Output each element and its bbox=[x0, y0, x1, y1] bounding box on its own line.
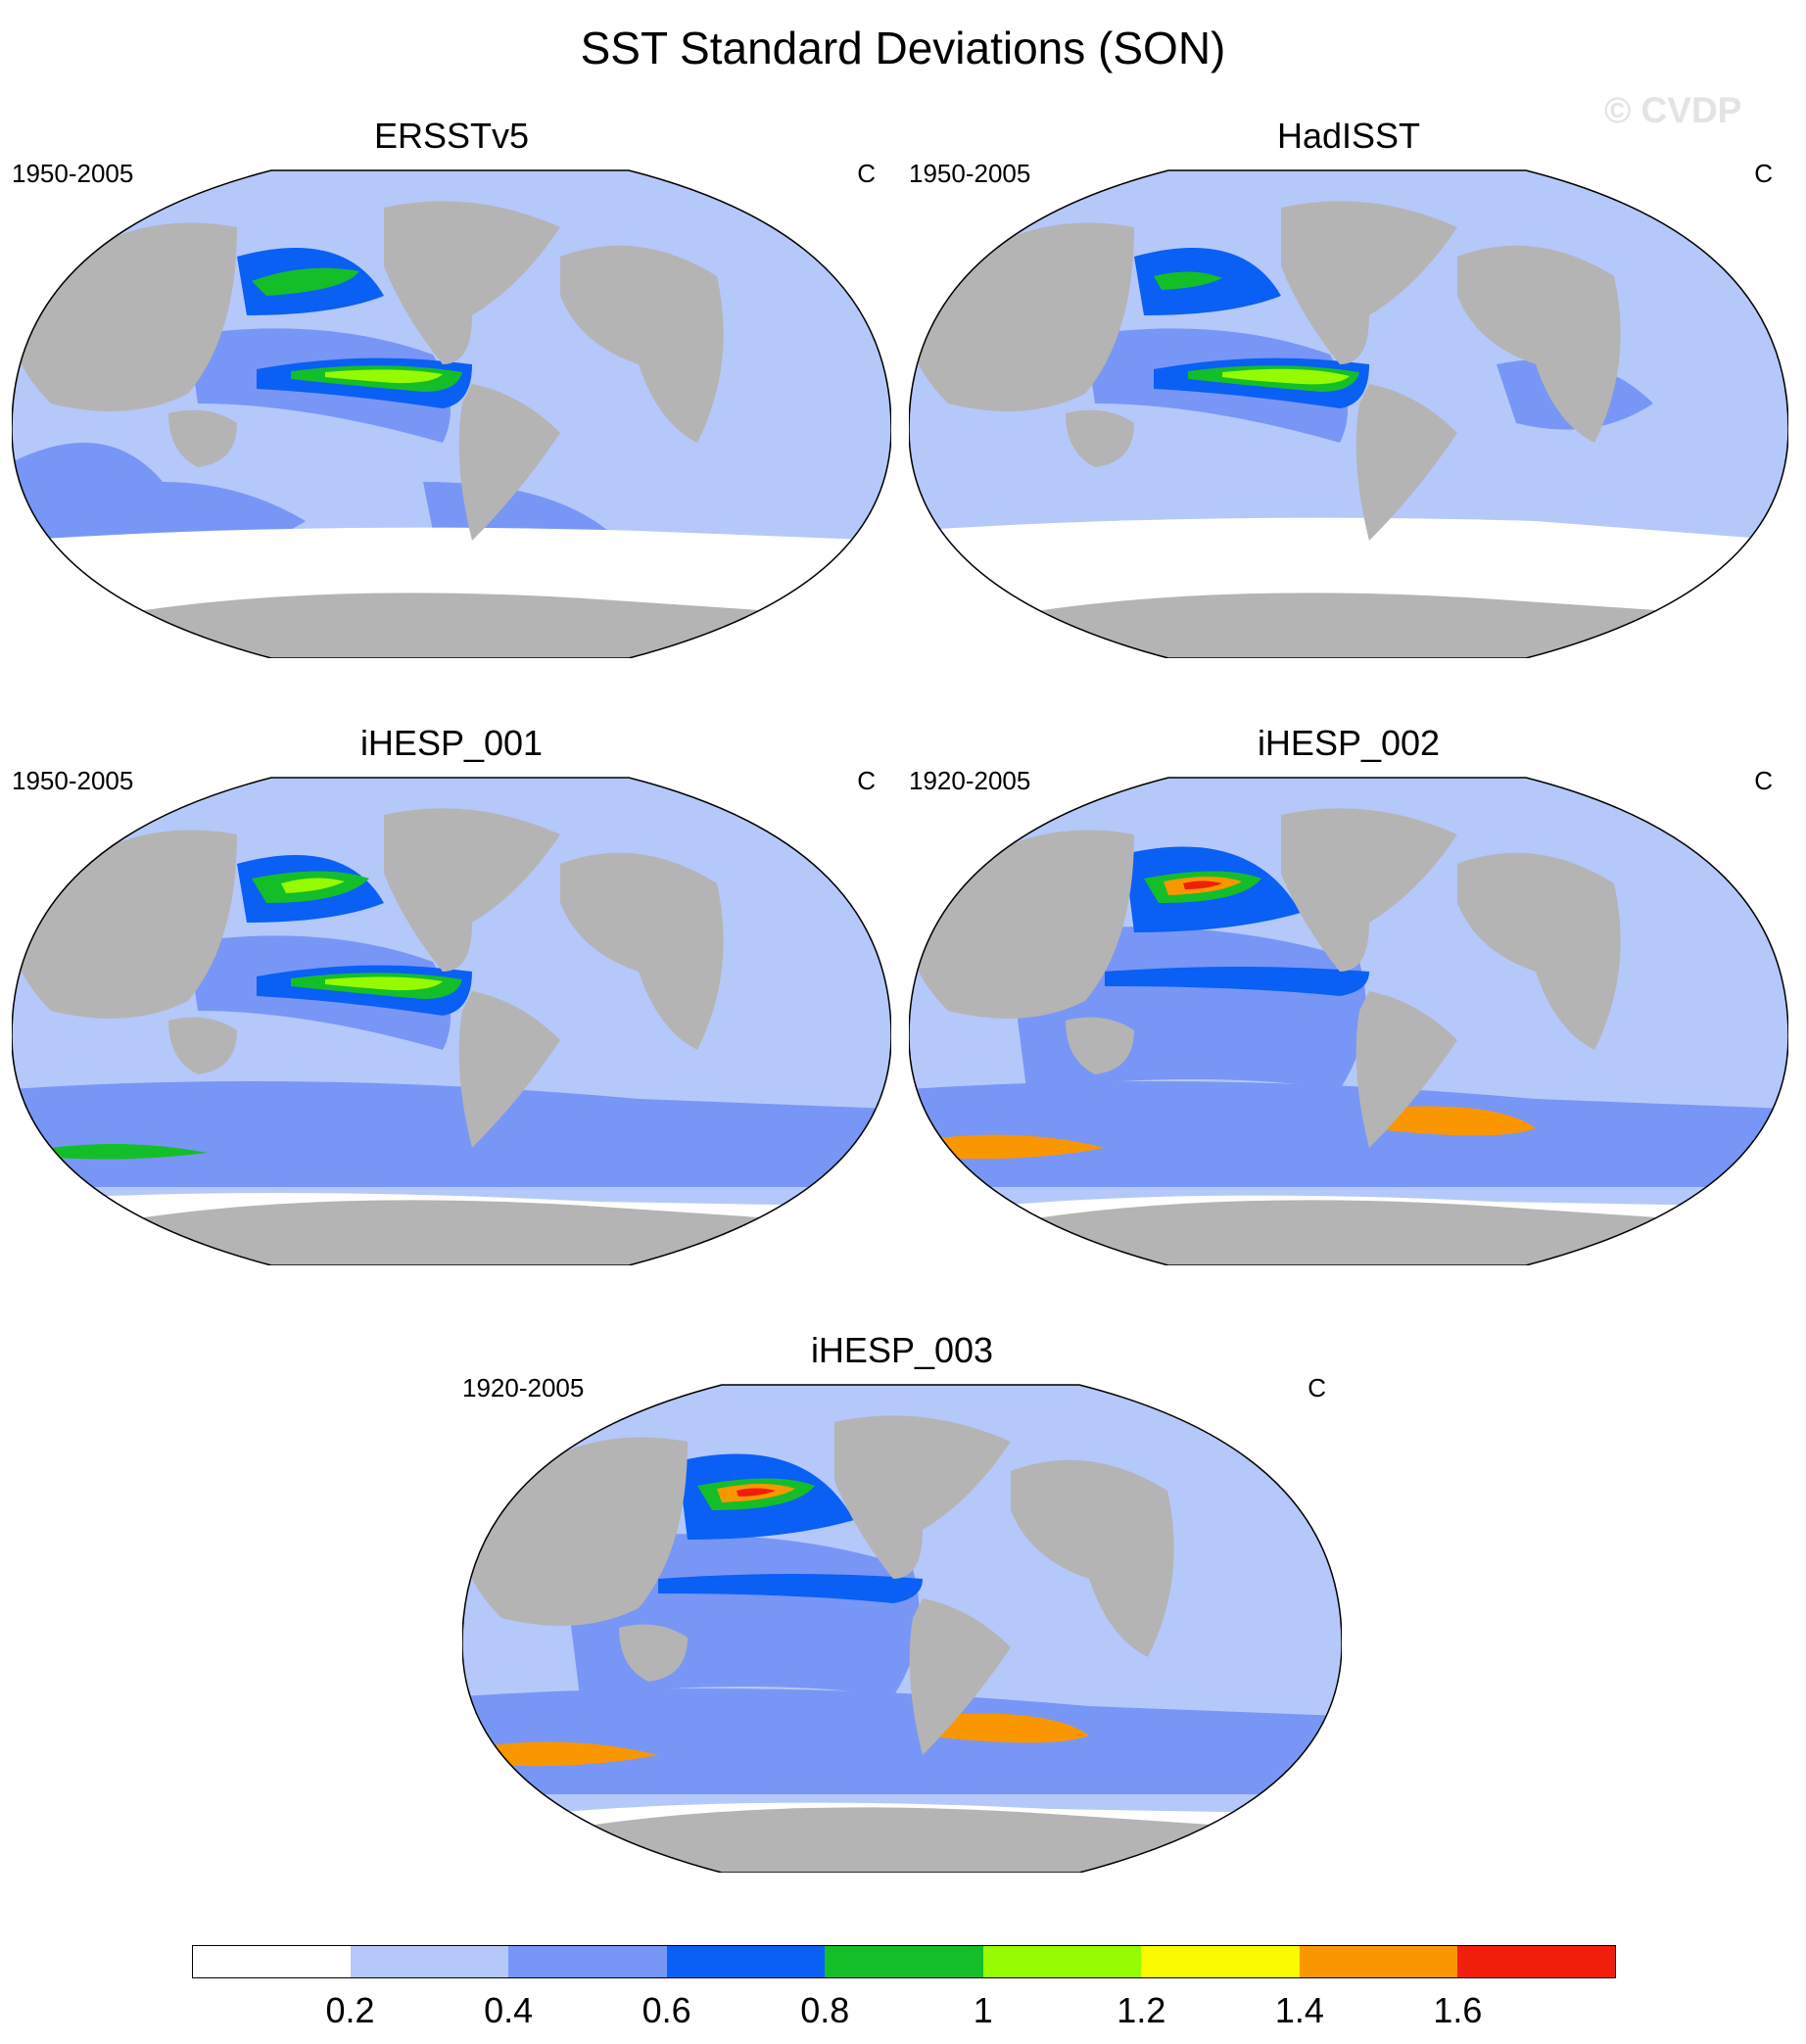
panel-period: 1920-2005 bbox=[909, 766, 1031, 795]
colorbar bbox=[192, 1945, 1617, 1978]
land-antarctica bbox=[462, 1807, 1342, 1873]
land-antarctica bbox=[909, 593, 1788, 658]
ocean-anomaly bbox=[1105, 967, 1369, 996]
map-panel-hadisst: HadISST 1950-2005 C bbox=[909, 116, 1788, 664]
world-map bbox=[909, 777, 1788, 1265]
world-map bbox=[462, 1384, 1342, 1873]
panel-units: C bbox=[857, 159, 876, 188]
ocean-anomaly bbox=[1369, 1106, 1536, 1136]
panel-title: iHESP_001 bbox=[359, 723, 544, 763]
land-australia bbox=[168, 409, 237, 467]
map-outline bbox=[909, 777, 1788, 1265]
land-antarctica bbox=[909, 1200, 1788, 1265]
ocean-anomaly bbox=[12, 1081, 891, 1187]
map-outline bbox=[909, 169, 1788, 658]
colorbar-swatch bbox=[350, 1945, 509, 1978]
ocean-anomaly bbox=[325, 369, 443, 384]
land-australia bbox=[1066, 409, 1134, 467]
panel-title: ERSSTv5 bbox=[373, 116, 530, 156]
land-north-america bbox=[384, 201, 560, 364]
land-north-america bbox=[1281, 808, 1457, 972]
colorbar-tick-label: 0.2 bbox=[325, 1990, 375, 2030]
world-map bbox=[12, 169, 891, 658]
panel-units: C bbox=[1754, 159, 1773, 188]
ocean-anomaly bbox=[1183, 880, 1222, 889]
ocean-anomaly bbox=[1154, 271, 1222, 290]
land-north-america bbox=[1281, 201, 1457, 364]
map-panel-ersstv5: ERSSTv5 1950-2005 C bbox=[12, 116, 891, 664]
panel-units: C bbox=[1754, 766, 1773, 795]
colorbar-tick-label: 0.8 bbox=[800, 1990, 850, 2030]
land-south-america bbox=[458, 991, 560, 1148]
map-outline bbox=[462, 1384, 1342, 1873]
colorbar-tick-label: 1 bbox=[973, 1990, 993, 2030]
land-africa-europe bbox=[1457, 852, 1621, 1050]
colorbar-tick-label: 1.6 bbox=[1433, 1990, 1483, 2030]
ocean-anomaly bbox=[658, 1574, 923, 1603]
land-north-america bbox=[834, 1415, 1011, 1579]
ocean-anomaly bbox=[325, 976, 443, 991]
land-north-america bbox=[384, 808, 560, 972]
map-panel-ihesp-002: iHESP_002 1920-2005 C bbox=[909, 723, 1788, 1271]
panel-period: 1950-2005 bbox=[12, 159, 134, 188]
land-south-america bbox=[1355, 991, 1457, 1148]
land-australia bbox=[1066, 1017, 1134, 1074]
panel-period: 1920-2005 bbox=[462, 1373, 585, 1402]
map-outline bbox=[12, 777, 891, 1265]
colorbar-swatch bbox=[1299, 1945, 1458, 1978]
land-africa-europe bbox=[560, 852, 724, 1050]
figure-title: SST Standard Deviations (SON) bbox=[580, 23, 1226, 73]
panel-period: 1950-2005 bbox=[909, 159, 1031, 188]
colorbar-tick-label: 1.2 bbox=[1117, 1990, 1166, 2030]
land-africa-europe bbox=[560, 245, 724, 443]
land-africa-europe bbox=[1011, 1459, 1174, 1657]
world-map bbox=[909, 169, 1788, 658]
colorbar-swatch bbox=[192, 1945, 352, 1978]
ocean-anomaly bbox=[1222, 368, 1350, 385]
cvdp-watermark: © CVDP bbox=[1604, 90, 1742, 130]
land-south-america bbox=[1355, 384, 1457, 541]
panel-title: HadISST bbox=[1276, 116, 1421, 156]
ocean-anomaly bbox=[462, 1688, 1342, 1794]
land-africa-europe bbox=[1457, 245, 1621, 443]
colorbar-frame bbox=[192, 1945, 1616, 1978]
colorbar-swatch bbox=[1457, 1945, 1617, 1978]
map-panel-ihesp-003: iHESP_003 1920-2005 C bbox=[462, 1330, 1342, 1878]
world-map bbox=[12, 777, 891, 1265]
colorbar-swatch bbox=[982, 1945, 1142, 1978]
land-south-america bbox=[909, 1598, 1011, 1755]
land-australia bbox=[168, 1017, 237, 1074]
ocean-anomaly bbox=[923, 1713, 1089, 1743]
colorbar-tick-label: 0.4 bbox=[484, 1990, 534, 2030]
panel-units: C bbox=[1307, 1373, 1326, 1402]
panel-period: 1950-2005 bbox=[12, 766, 134, 795]
ocean-anomaly bbox=[737, 1488, 776, 1497]
land-south-america bbox=[458, 384, 560, 541]
colorbar-swatch bbox=[666, 1945, 826, 1978]
map-panel-ihesp-001: iHESP_001 1950-2005 C bbox=[12, 723, 891, 1271]
ocean-anomaly bbox=[938, 1134, 1105, 1160]
colorbar-swatch bbox=[825, 1945, 984, 1978]
land-antarctica bbox=[12, 1200, 891, 1265]
colorbar-swatch bbox=[508, 1945, 668, 1978]
land-antarctica bbox=[12, 593, 891, 658]
colorbar-swatch bbox=[1141, 1945, 1301, 1978]
ocean-anomaly bbox=[281, 878, 345, 893]
panel-title: iHESP_003 bbox=[810, 1330, 994, 1370]
ocean-anomaly bbox=[51, 1144, 208, 1160]
map-outline bbox=[12, 169, 891, 658]
panel-title: iHESP_002 bbox=[1257, 723, 1441, 763]
colorbar-tick-label: 0.6 bbox=[642, 1990, 691, 2030]
land-australia bbox=[619, 1624, 688, 1682]
colorbar-tick-label: 1.4 bbox=[1274, 1990, 1324, 2030]
ocean-anomaly bbox=[252, 267, 359, 296]
panel-units: C bbox=[857, 766, 876, 795]
ocean-anomaly bbox=[909, 1081, 1788, 1187]
ocean-anomaly bbox=[492, 1741, 658, 1767]
